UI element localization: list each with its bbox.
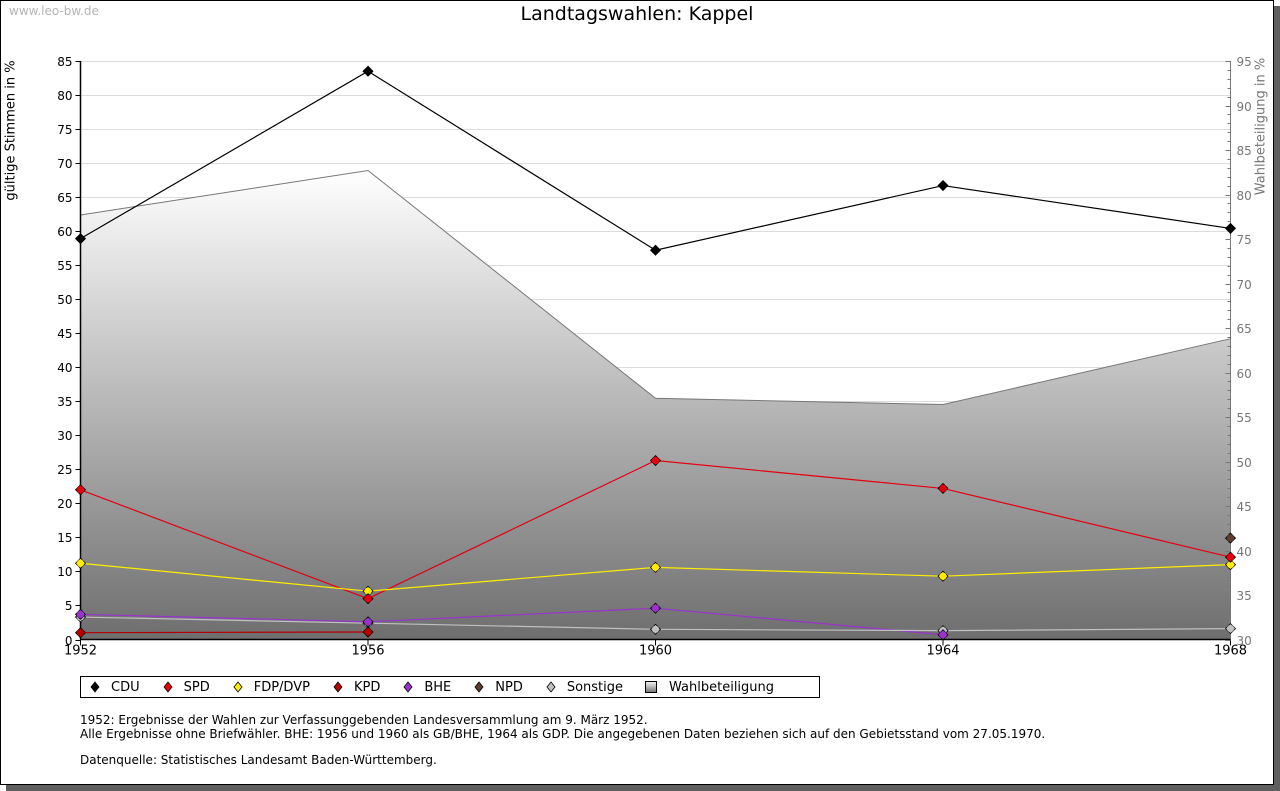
note-line-1: 1952: Ergebnisse der Wahlen zur Verfassu… bbox=[80, 713, 648, 727]
marker-fill-fdp-dvp bbox=[76, 559, 85, 567]
watermark: www.leo-bw.de bbox=[9, 4, 99, 18]
marker-fill-cdu bbox=[364, 67, 372, 75]
y-tick-label-left: 5 bbox=[65, 599, 73, 613]
marker-fill-cdu bbox=[1226, 224, 1235, 233]
legend-marker-icon bbox=[333, 681, 343, 693]
marker-fill-spd bbox=[76, 486, 85, 494]
y-tick-label-right: 35 bbox=[1237, 589, 1252, 603]
marker-fill-spd bbox=[651, 456, 660, 465]
y-tick-label-left: 0 bbox=[65, 634, 73, 648]
marker-fill-cdu bbox=[651, 246, 660, 254]
y-tick-label-left: 15 bbox=[57, 531, 72, 545]
marker-fill-sonstige bbox=[651, 625, 660, 633]
y-tick-label-right: 75 bbox=[1237, 233, 1252, 247]
y-tick-label-left: 10 bbox=[57, 565, 72, 579]
y-tick-label-left: 55 bbox=[57, 259, 72, 273]
legend-marker-icon bbox=[474, 681, 484, 693]
x-tick-label: 1960 bbox=[639, 644, 672, 659]
marker-fill-bhe bbox=[651, 604, 660, 612]
y-tick-label-right: 95 bbox=[1237, 55, 1252, 69]
x-tick-label: 1952 bbox=[64, 644, 97, 659]
y-tick-label-right: 50 bbox=[1237, 456, 1252, 470]
legend-label: NPD bbox=[495, 679, 523, 695]
marker-fill-fdp-dvp bbox=[364, 587, 372, 595]
y-tick-label-right: 40 bbox=[1237, 545, 1252, 559]
legend-label: CDU bbox=[111, 679, 140, 695]
legend-marker-icon bbox=[233, 681, 243, 693]
line-kpd bbox=[80, 631, 369, 634]
y-tick-label-right: 70 bbox=[1237, 278, 1252, 292]
y-tick-label-left: 50 bbox=[57, 293, 72, 307]
legend-label: FDP/DVP bbox=[253, 679, 310, 695]
legend-label: Sonstige bbox=[566, 679, 624, 695]
y-tick-label-right: 85 bbox=[1237, 144, 1252, 158]
marker-fill-cdu bbox=[939, 181, 947, 190]
marker-fill-spd bbox=[1226, 553, 1235, 561]
legend-item: CDU bbox=[89, 680, 140, 695]
series-markers bbox=[74, 65, 1237, 641]
legend-label: KPD bbox=[353, 679, 381, 695]
y-tick-label-left: 85 bbox=[57, 55, 72, 69]
note-line-2: Alle Ergebnisse ohne Briefwähler. BHE: 1… bbox=[80, 727, 1046, 741]
legend-marker-icon bbox=[546, 681, 556, 693]
legend-label: SPD bbox=[183, 679, 210, 695]
y-tick-label-left: 70 bbox=[57, 157, 72, 171]
y-tick-label-left: 30 bbox=[57, 429, 72, 443]
marker-fill-spd bbox=[939, 484, 947, 493]
turnout-line bbox=[80, 169, 1231, 406]
marker-fill-bhe bbox=[76, 610, 85, 618]
marker-fill-cdu bbox=[76, 235, 85, 243]
legend-item: FDP/DVP bbox=[232, 680, 310, 695]
footnotes: 1952: Ergebnisse der Wahlen zur Verfassu… bbox=[80, 713, 1045, 767]
legend-item: Wahlbeteiligung bbox=[645, 680, 774, 695]
marker-fill-fdp-dvp bbox=[939, 572, 947, 580]
y-tick-label-left: 20 bbox=[57, 497, 72, 511]
legend-label: Wahlbeteiligung bbox=[669, 679, 775, 695]
y-tick-label-left: 25 bbox=[57, 463, 72, 477]
y-tick-label-right: 90 bbox=[1237, 100, 1252, 114]
chart-title: Landtagswahlen: Kappel bbox=[520, 3, 754, 25]
data-source: Datenquelle: Statistisches Landesamt Bad… bbox=[80, 753, 437, 767]
x-tick-label: 1956 bbox=[351, 644, 384, 659]
legend-item: KPD bbox=[332, 680, 380, 695]
legend: CDU SPD FDP/DVP KPD BHE NPD Sonstige Wahlbeteil… bbox=[80, 676, 820, 698]
y-tick-label-right: 60 bbox=[1237, 367, 1252, 381]
y-tick-label-left: 35 bbox=[57, 395, 72, 409]
legend-marker-icon bbox=[403, 681, 413, 693]
legend-label: BHE bbox=[424, 679, 452, 695]
marker-fill-npd bbox=[1226, 534, 1235, 542]
marker-fill-bhe bbox=[364, 618, 372, 626]
marker-fill-kpd bbox=[76, 629, 85, 637]
y-tick-label-right: 45 bbox=[1237, 500, 1252, 514]
y-tick-label-left: 75 bbox=[57, 123, 72, 137]
y-tick-label-left: 40 bbox=[57, 361, 72, 375]
legend-area-swatch-icon bbox=[645, 681, 658, 693]
legend-item: SPD bbox=[162, 680, 210, 695]
y-tick-label-right: 80 bbox=[1237, 189, 1252, 203]
y-tick-label-left: 60 bbox=[57, 225, 72, 239]
legend-item: BHE bbox=[402, 680, 451, 695]
x-tick-label: 1968 bbox=[1214, 644, 1247, 659]
y-tick-label-left: 80 bbox=[57, 89, 72, 103]
legend-marker-icon bbox=[90, 681, 100, 693]
marker-fill-spd bbox=[364, 595, 372, 603]
marker-fill-fdp-dvp bbox=[651, 563, 660, 571]
y-tick-label-right: 30 bbox=[1237, 634, 1252, 648]
legend-item: Sonstige bbox=[545, 680, 623, 695]
y-tick-label-left: 45 bbox=[57, 327, 72, 341]
marker-fill-kpd bbox=[364, 628, 372, 636]
x-tick-label: 1964 bbox=[926, 644, 959, 659]
marker-fill-bhe bbox=[939, 631, 947, 639]
y-tick-label-left: 65 bbox=[57, 191, 72, 205]
legend-marker-icon bbox=[163, 681, 173, 693]
y-tick-label-right: 65 bbox=[1237, 322, 1252, 336]
line-bhe bbox=[80, 607, 944, 636]
legend-item: NPD bbox=[473, 680, 523, 695]
y-tick-label-right: 55 bbox=[1237, 411, 1252, 425]
marker-fill-fdp-dvp bbox=[1226, 561, 1235, 569]
turnout-area bbox=[80, 170, 1231, 640]
turnout-area-layer bbox=[80, 169, 1231, 640]
marker-fill-sonstige bbox=[1226, 625, 1235, 633]
